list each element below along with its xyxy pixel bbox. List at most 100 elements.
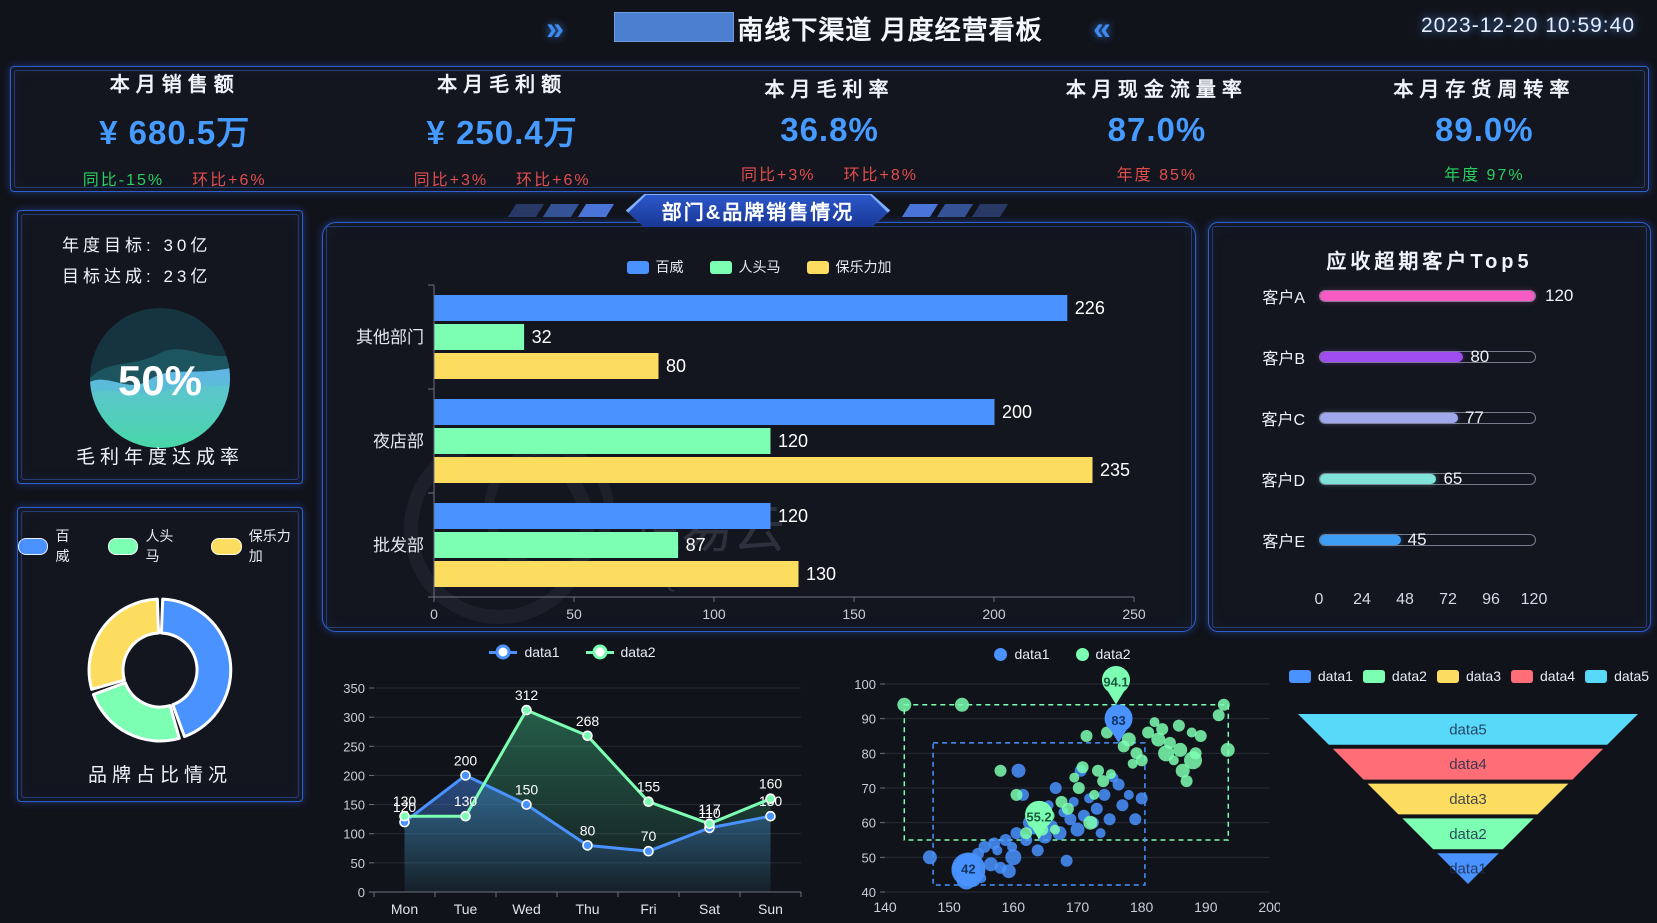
legend-item[interactable]: 百威 — [626, 257, 684, 277]
svg-text:150: 150 — [937, 899, 961, 915]
svg-text:130: 130 — [806, 564, 836, 584]
svg-text:80: 80 — [666, 356, 686, 376]
svg-text:Mon: Mon — [391, 901, 418, 917]
svg-text:94.1: 94.1 — [1103, 674, 1128, 689]
svg-text:120: 120 — [393, 799, 417, 815]
top5-label: 客户C — [1261, 412, 1305, 429]
top5-value: 45 — [1407, 530, 1427, 549]
legend-dot-marker — [1075, 647, 1089, 661]
kpi-value: 36.8% — [780, 111, 879, 148]
panel-title-badge: 部门&品牌销售情况 — [438, 194, 1078, 227]
svg-text:350: 350 — [343, 681, 365, 696]
svg-text:42: 42 — [961, 861, 975, 876]
legend-item[interactable]: data4 — [1511, 668, 1575, 684]
legend-label: 保乐力加 — [835, 259, 892, 275]
scatter-svg: 40 50 60 70 80 90 100 140 150 160 170 180 190 200 94.1… — [854, 665, 1282, 915]
svg-text:data5: data5 — [1449, 721, 1487, 738]
svg-text:130: 130 — [454, 793, 478, 809]
kpi-card: 本月毛利率 36.8% 同比+3% 环比+8% — [666, 73, 993, 185]
svg-text:120: 120 — [778, 506, 808, 526]
legend-label: data2 — [1391, 668, 1427, 684]
legend-swatch — [1362, 669, 1385, 683]
goal-panel: 年度目标: 30亿 目标达成: 23亿 50% 毛利年度达成率 — [17, 210, 303, 484]
legend-item[interactable]: 人头马 — [107, 526, 185, 566]
legend-item[interactable]: data2 — [585, 644, 656, 660]
svg-text:data1: data1 — [1449, 861, 1487, 878]
legend-swatch — [18, 537, 49, 555]
svg-text:100: 100 — [702, 606, 726, 622]
svg-text:50%: 50% — [118, 357, 202, 404]
legend-swatch — [1436, 669, 1459, 683]
svg-text:Thu: Thu — [575, 901, 599, 917]
dept-brand-legend: 百威 人头马 保乐力加 — [323, 257, 1195, 277]
legend-swatch — [709, 260, 732, 274]
legend-item[interactable]: 保乐力加 — [806, 257, 892, 277]
svg-text:其他部门: 其他部门 — [356, 328, 424, 347]
svg-text:Wed: Wed — [512, 901, 541, 917]
legend-line-marker — [489, 644, 518, 660]
legend-swatch — [1511, 669, 1534, 683]
svg-text:0: 0 — [358, 885, 365, 900]
legend-label: 人头马 — [738, 259, 781, 275]
svg-text:200: 200 — [982, 606, 1006, 622]
top5-row: 客户B 80 — [1247, 347, 1536, 368]
svg-text:155: 155 — [637, 779, 661, 795]
legend-swatch — [626, 260, 649, 274]
top5-value: 77 — [1464, 408, 1484, 427]
top5-track: 120 — [1319, 286, 1573, 305]
svg-text:data4: data4 — [1449, 756, 1487, 773]
top5-label: 客户B — [1262, 351, 1305, 368]
legend-swatch — [1585, 669, 1608, 683]
funnel-chart: data5 data4 data3 data2 data1 — [1288, 710, 1650, 905]
legend-label: data3 — [1465, 668, 1502, 684]
svg-text:235: 235 — [1100, 460, 1130, 480]
top5-track: 77 — [1319, 408, 1536, 427]
top5-rows: 客户A 120 客户B 80 客户C 77 客户D 65 客户E — [1247, 286, 1573, 596]
svg-text:120: 120 — [778, 431, 808, 451]
svg-text:170: 170 — [1066, 899, 1090, 915]
kpi-subs: 年度 85% — [993, 161, 1320, 185]
top5-title: 应收超期客户Top5 — [1326, 251, 1533, 273]
legend-swatch — [1288, 669, 1311, 683]
legend-item[interactable]: data2 — [1362, 668, 1427, 684]
legend-item[interactable]: data1 — [1288, 668, 1353, 684]
legend-item[interactable]: data1 — [489, 644, 560, 660]
svg-text:150: 150 — [842, 606, 866, 622]
top5-fill — [1320, 535, 1401, 545]
title-redaction — [614, 12, 735, 42]
kpi-subs: 同比-15% 环比+6% — [11, 166, 338, 190]
svg-text:100: 100 — [854, 677, 876, 692]
liquid-gauge-chart: 50% — [85, 303, 235, 453]
legend-item[interactable]: data5 — [1585, 668, 1649, 684]
svg-text:87: 87 — [686, 535, 706, 555]
svg-text:50: 50 — [862, 850, 876, 865]
legend-item[interactable]: 保乐力加 — [211, 526, 302, 566]
svg-text:Tue: Tue — [454, 901, 478, 917]
kpi-card: 本月存货周转率 89.0% 年度 97% — [1321, 73, 1648, 185]
badge-title: 部门&品牌销售情况 — [627, 195, 889, 227]
title-text: 南线下渠道 月度经营看板 — [737, 15, 1043, 45]
legend-item[interactable]: 百威 — [18, 526, 82, 566]
svg-text:100: 100 — [343, 827, 365, 842]
svg-text:160: 160 — [1002, 899, 1026, 915]
legend-item[interactable]: data1 — [994, 646, 1050, 662]
svg-text:0: 0 — [430, 606, 438, 622]
svg-text:150: 150 — [515, 782, 539, 798]
svg-text:200: 200 — [1258, 899, 1280, 915]
svg-text:90: 90 — [862, 712, 876, 727]
legend-item[interactable]: data3 — [1436, 668, 1502, 684]
gauge-caption: 毛利年度达成率 — [75, 447, 244, 468]
legend-item[interactable]: data2 — [1075, 646, 1131, 662]
legend-item[interactable]: 人头马 — [709, 257, 781, 277]
chevrons-left-icon: « — [1093, 10, 1111, 46]
top5-value: 80 — [1470, 347, 1490, 366]
legend-label: data5 — [1614, 668, 1650, 684]
scatter-legend: data1 data2 — [845, 646, 1280, 662]
timestamp: 2023-12-20 10:59:40 — [1421, 14, 1635, 37]
top5-axis-tick: 48 — [1396, 591, 1414, 608]
weekly-line-svg: 0 50 100 150 200 250 300 350 Mon Tue Wed Thu Fri Sat S… — [343, 681, 802, 917]
legend-label: 保乐力加 — [248, 528, 291, 564]
weekly-line-legend: data1 data2 — [330, 644, 815, 660]
svg-text:130: 130 — [393, 793, 417, 809]
legend-label: data1 — [1317, 668, 1353, 684]
